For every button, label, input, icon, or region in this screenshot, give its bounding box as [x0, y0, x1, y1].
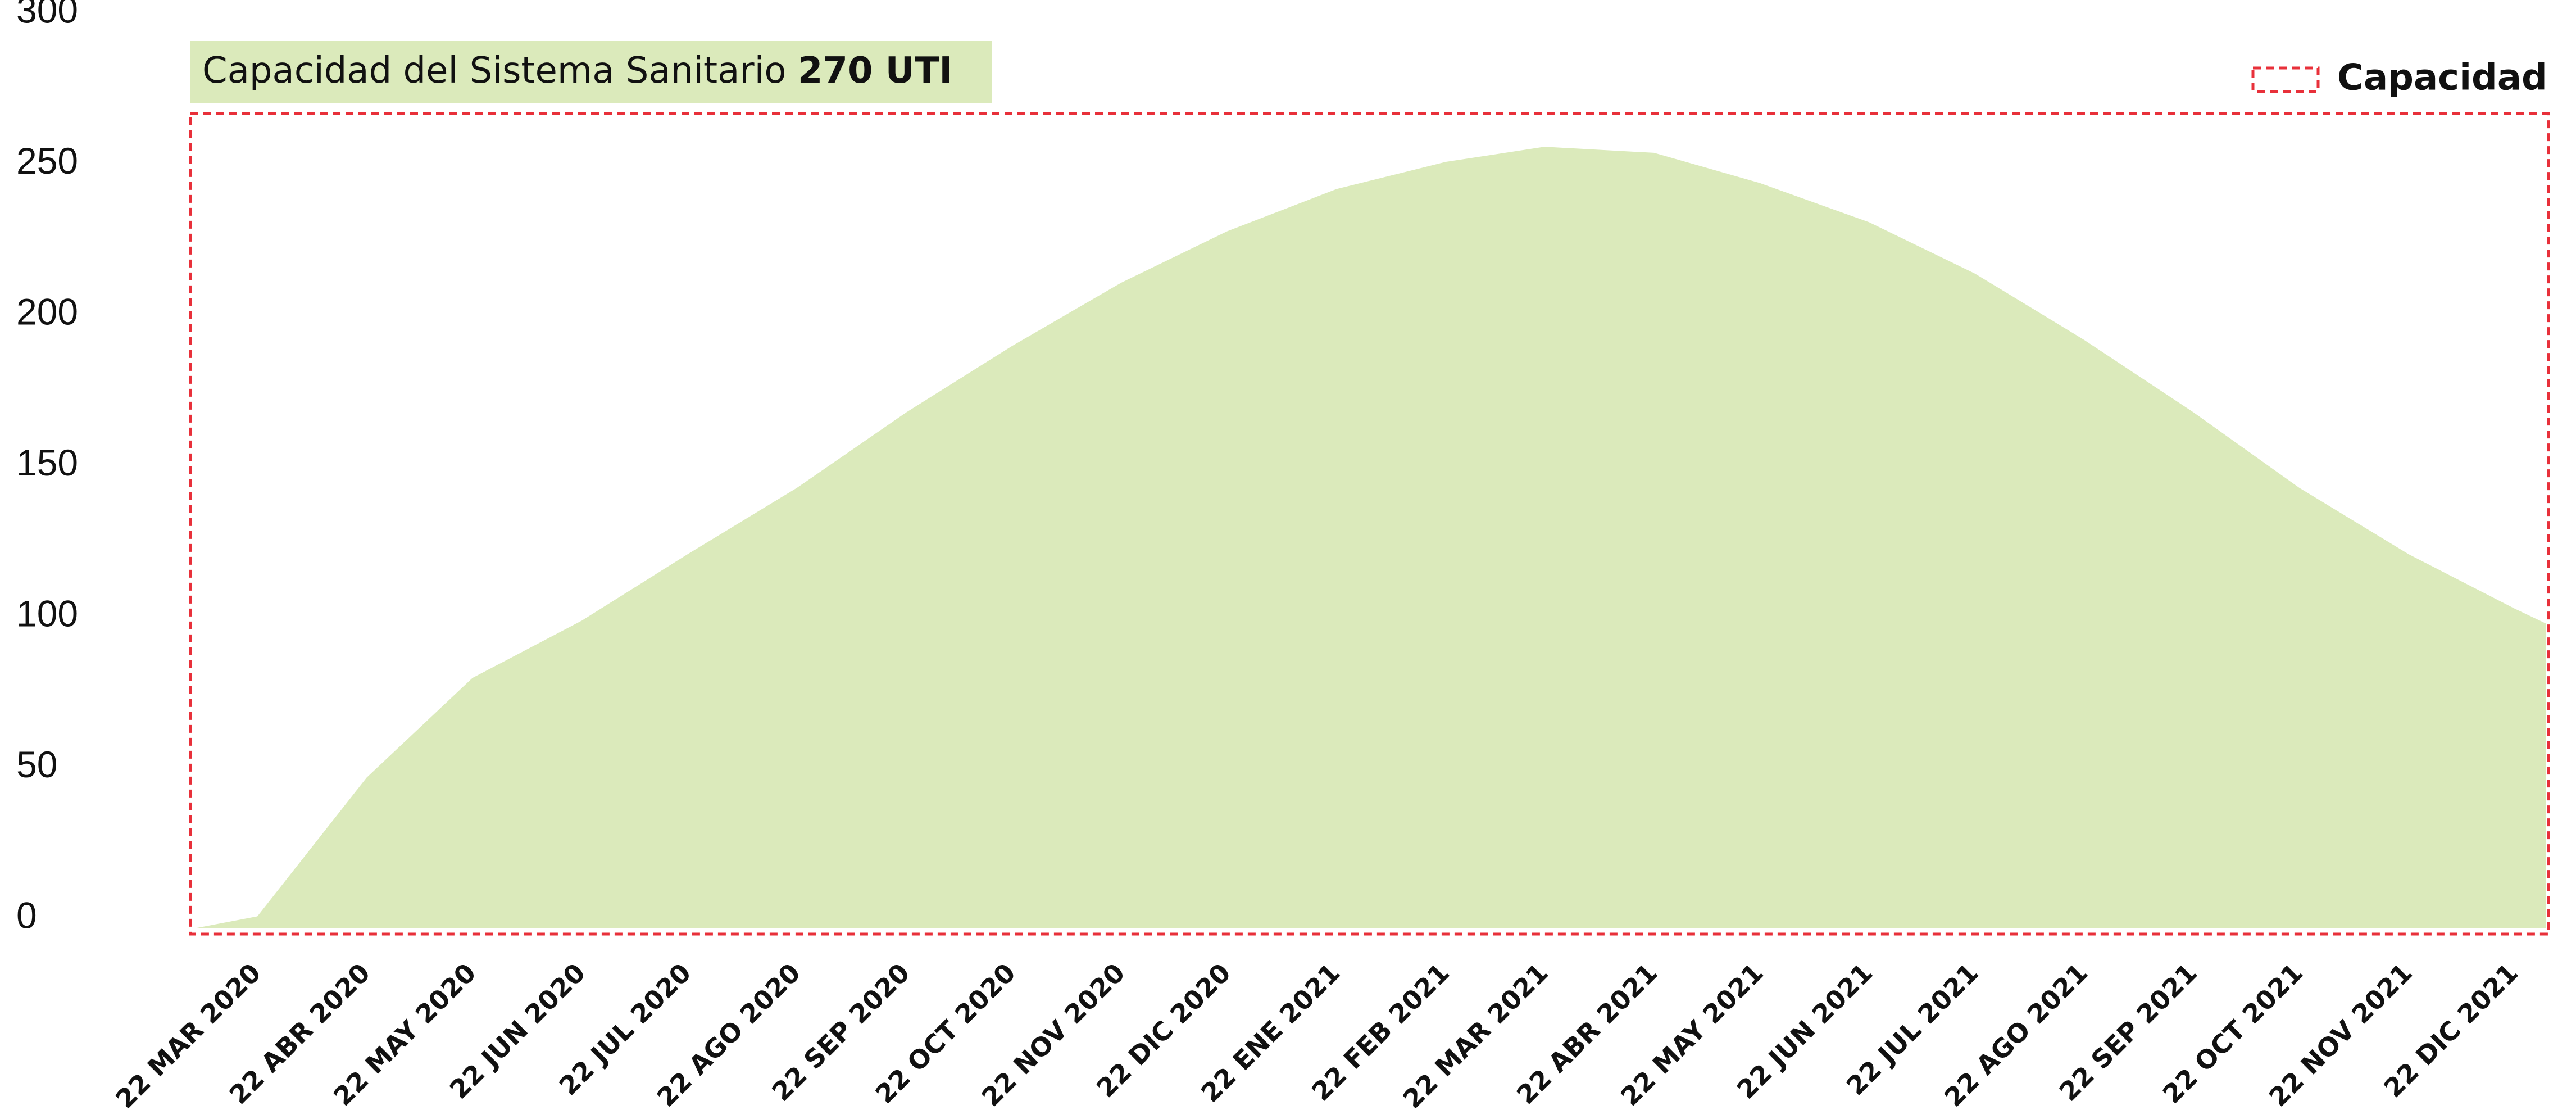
area	[194, 147, 2546, 928]
title: Capacidad del Sistema Sanitario 270 UTI	[202, 50, 952, 92]
legend-swatch	[2251, 66, 2320, 93]
y-tick-label: 250	[16, 140, 78, 182]
title-capacity: 270 UTI	[798, 50, 952, 92]
title-box	[190, 41, 992, 103]
y-tick-label: 50	[16, 744, 57, 785]
y-tick-label: 100	[16, 592, 78, 634]
y-tick-label: 300	[16, 0, 78, 30]
y-tick-label: 200	[16, 291, 78, 332]
legend-label: Capacidad	[2337, 57, 2547, 99]
capacity-box	[189, 112, 2550, 936]
y-tick-label: 0	[16, 894, 37, 936]
title-text: Capacidad del Sistema Sanitario	[202, 50, 787, 92]
y-tick-label: 150	[16, 442, 78, 483]
